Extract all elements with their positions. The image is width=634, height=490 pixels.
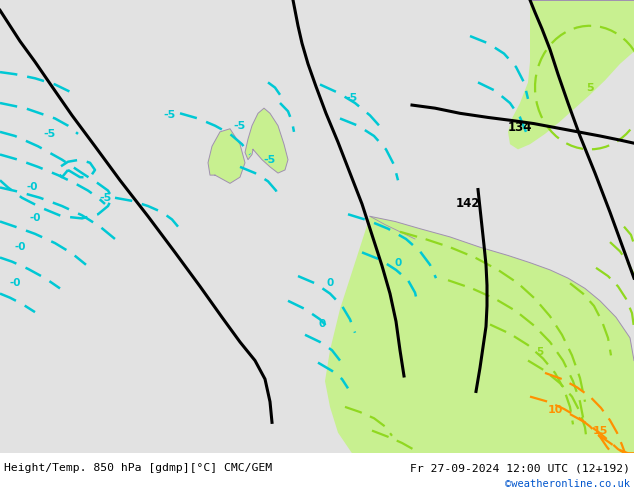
Text: -5: -5 [264, 155, 276, 165]
Text: -0: -0 [10, 278, 21, 288]
Text: 142: 142 [456, 197, 480, 211]
Text: 0: 0 [318, 319, 326, 329]
Text: 15: 15 [592, 426, 607, 436]
Text: Fr 27-09-2024 12:00 UTC (12+192): Fr 27-09-2024 12:00 UTC (12+192) [410, 463, 630, 473]
Text: -0: -0 [29, 213, 41, 223]
Text: -0: -0 [14, 242, 26, 252]
Polygon shape [325, 216, 634, 453]
Polygon shape [208, 129, 245, 183]
Text: 134: 134 [508, 121, 533, 134]
Text: -5: -5 [99, 193, 111, 203]
Text: 5: 5 [586, 82, 594, 93]
Text: -5: -5 [234, 121, 246, 131]
Text: -5: -5 [164, 110, 176, 121]
Polygon shape [245, 108, 288, 173]
Polygon shape [508, 0, 634, 149]
Text: -5: -5 [346, 93, 358, 103]
Text: 0: 0 [327, 278, 333, 288]
Text: ©weatheronline.co.uk: ©weatheronline.co.uk [505, 479, 630, 489]
Text: -5: -5 [44, 129, 56, 139]
Text: 0: 0 [394, 258, 401, 268]
Text: 10: 10 [547, 405, 563, 415]
Text: -0: -0 [26, 182, 38, 193]
Text: Height/Temp. 850 hPa [gdmp][°C] CMC/GEM: Height/Temp. 850 hPa [gdmp][°C] CMC/GEM [4, 463, 272, 473]
Text: 5: 5 [536, 347, 543, 357]
